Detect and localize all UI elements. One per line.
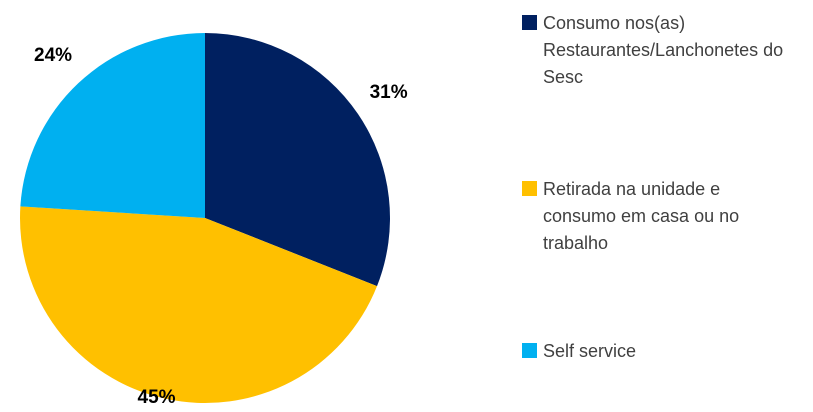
legend-label: Retirada na unidade e consumo em casa ou… xyxy=(543,179,740,253)
legend-item: Consumo nos(as) Restaurantes/Lanchonetes… xyxy=(522,10,788,91)
legend-swatch xyxy=(522,181,537,196)
data-label: 31% xyxy=(370,82,408,103)
data-label: 24% xyxy=(34,45,72,66)
legend-label: Self service xyxy=(543,341,637,361)
legend-label: Consumo nos(as) Restaurantes/Lanchonetes… xyxy=(543,13,784,87)
legend: Consumo nos(as) Restaurantes/Lanchonetes… xyxy=(522,0,802,412)
legend-swatch xyxy=(522,343,537,358)
data-label: 45% xyxy=(138,387,176,408)
pie-slice xyxy=(19,206,378,403)
legend-item: Self service xyxy=(522,338,788,365)
legend-item: Retirada na unidade e consumo em casa ou… xyxy=(522,176,788,257)
pie-slice xyxy=(205,33,390,287)
pie-slice xyxy=(20,33,206,218)
legend-swatch xyxy=(522,15,537,30)
